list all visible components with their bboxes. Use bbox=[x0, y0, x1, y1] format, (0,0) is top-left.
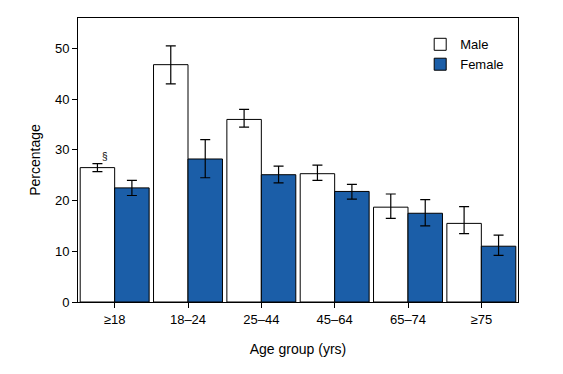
svg-text:45–64: 45–64 bbox=[317, 312, 353, 327]
svg-text:65–74: 65–74 bbox=[390, 312, 426, 327]
svg-text:0: 0 bbox=[62, 295, 69, 310]
svg-text:≥75: ≥75 bbox=[471, 312, 493, 327]
svg-text:Percentage: Percentage bbox=[27, 124, 43, 196]
svg-text:18–24: 18–24 bbox=[170, 312, 206, 327]
svg-text:10: 10 bbox=[55, 244, 69, 259]
svg-text:40: 40 bbox=[55, 92, 69, 107]
svg-text:30: 30 bbox=[55, 142, 69, 157]
svg-text:≥18: ≥18 bbox=[104, 312, 126, 327]
svg-text:Male: Male bbox=[460, 37, 488, 52]
svg-text:§: § bbox=[102, 151, 108, 162]
svg-text:Age group (yrs): Age group (yrs) bbox=[250, 341, 346, 357]
svg-text:Female: Female bbox=[460, 57, 503, 72]
svg-text:50: 50 bbox=[55, 41, 69, 56]
svg-text:25–44: 25–44 bbox=[243, 312, 279, 327]
svg-text:20: 20 bbox=[55, 193, 69, 208]
